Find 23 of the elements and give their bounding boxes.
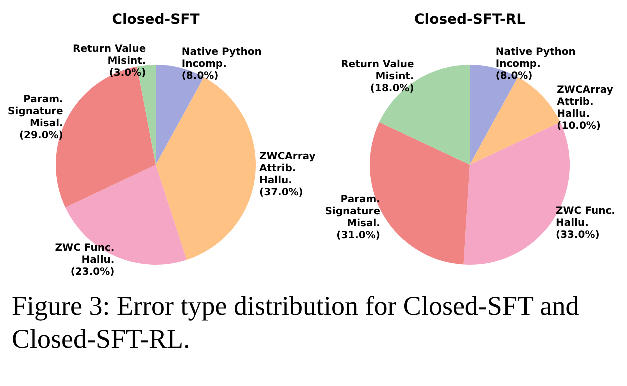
slice-label: Native Python Incomp. [182,46,262,70]
chart-title: Closed-SFT [112,12,200,28]
slice-label: Native Python Incomp. [496,46,576,70]
slice-label: Return Value Misint. [341,60,414,83]
slice-label: ZWCArray Attrib. Hallu. [557,84,614,120]
data-label: (18.0%) [370,84,414,95]
slice-label: ZWC Func. Hallu. [556,206,616,229]
slice-label: ZWC Func. Hallu. [55,242,115,266]
data-label: (3.0%) [109,68,146,79]
data-label: (37.0%) [260,187,304,198]
slice-label: Param. Signature Misal. [325,194,381,230]
data-label: (33.0%) [556,230,600,241]
slice-label: Return Value Misint. [73,44,146,67]
data-label: (31.0%) [336,230,380,242]
data-label: (8.0%) [182,70,219,82]
slice-label: Param. Signature Misal. [8,94,64,130]
slice-label: ZWCArray Attrib. Hallu. [260,151,316,186]
data-label: (10.0%) [557,120,602,132]
caption: Figure 3: Error type distribution for Closed-SFT and Closed-SFT-RL. [12,290,580,356]
chart-title: Closed-SFT-RL [414,12,526,28]
data-label: (8.0%) [496,70,533,82]
data-label: (29.0%) [19,130,64,142]
data-label: (23.0%) [70,266,115,278]
